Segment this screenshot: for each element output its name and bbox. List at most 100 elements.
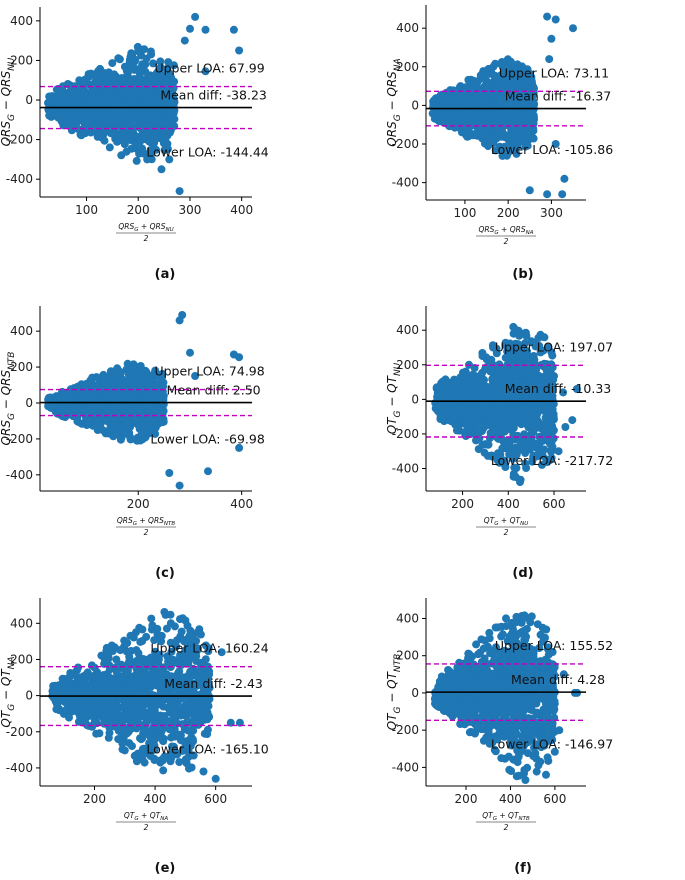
data-point — [509, 135, 518, 144]
panel-label: (b) — [512, 267, 533, 282]
data-point — [169, 61, 178, 70]
data-point — [128, 63, 137, 72]
data-point — [147, 50, 156, 59]
data-point — [487, 115, 496, 124]
data-point — [81, 387, 90, 396]
data-point — [502, 94, 511, 103]
data-point — [116, 423, 125, 432]
mean-diff-label: Mean diff: -10.33 — [505, 381, 612, 396]
outlier-point — [201, 25, 210, 34]
data-point — [133, 42, 142, 51]
data-point — [149, 59, 158, 68]
data-point — [88, 373, 97, 382]
data-point — [518, 135, 526, 144]
y-tick-label: 200 — [396, 60, 419, 74]
mean-diff-label: Mean diff: -38.23 — [160, 88, 267, 103]
x-axis-label-part: + QRS — [499, 225, 526, 234]
y-axis-label-part: G — [393, 411, 403, 418]
data-point — [101, 76, 110, 85]
data-point — [118, 106, 127, 115]
data-point — [112, 73, 121, 82]
x-tick-label: 100 — [453, 206, 476, 220]
x-axis-label-part: QRS — [118, 222, 134, 231]
data-point — [64, 107, 72, 116]
data-point — [134, 400, 143, 409]
data-point — [512, 66, 521, 75]
y-axis-label: QRSG − QRSNU — [0, 57, 17, 146]
data-point — [511, 473, 520, 482]
data-point — [479, 68, 488, 76]
data-point — [169, 100, 177, 108]
y-tick-label: 0 — [25, 93, 33, 107]
data-point — [58, 82, 67, 91]
data-point — [109, 118, 118, 127]
y-axis-label-part: QRS — [385, 121, 399, 147]
y-axis-label-part: − QRS — [0, 71, 13, 114]
outlier-point — [235, 353, 244, 362]
data-point — [542, 360, 551, 369]
data-point — [437, 412, 445, 420]
data-point — [158, 87, 167, 96]
data-point — [491, 146, 500, 155]
data-point — [141, 423, 150, 432]
data-point — [521, 359, 530, 368]
x-axis-label-numerator: QRSG + QRSNU — [118, 222, 173, 233]
data-point — [165, 107, 174, 116]
outlier-point — [201, 67, 210, 76]
data-point — [470, 80, 478, 89]
y-axis-label: QTG − QTNU — [385, 362, 403, 434]
x-axis-label-part: NA — [526, 230, 534, 236]
data-point — [138, 123, 147, 132]
data-point — [549, 426, 558, 435]
data-point — [527, 77, 536, 86]
data-point — [74, 112, 82, 121]
y-tick-label: -400 — [392, 176, 419, 190]
outlier-point — [235, 443, 244, 452]
data-point — [147, 74, 156, 83]
data-point — [133, 108, 142, 117]
panel-label: (c) — [155, 566, 175, 581]
y-tick-label: 0 — [411, 98, 419, 112]
upper-loa-label: Upper LOA: 73.11 — [499, 65, 609, 80]
lower-loa-label: Lower LOA: -144.44 — [146, 145, 268, 160]
data-point — [80, 76, 88, 85]
data-point — [450, 413, 459, 422]
outlier-point — [157, 165, 166, 174]
data-point — [478, 349, 487, 357]
data-point — [480, 127, 489, 136]
outlier-point — [551, 15, 560, 24]
data-point — [456, 97, 465, 106]
outlier-point — [175, 481, 184, 490]
data-point — [455, 114, 464, 123]
scatter-points — [44, 12, 244, 196]
data-point — [67, 126, 76, 135]
data-point — [133, 371, 142, 379]
mean-diff-label: Mean diff: 2.50 — [167, 383, 261, 398]
data-point — [45, 92, 54, 101]
y-axis-label-part: − QRS — [385, 71, 399, 114]
x-axis-label-part: NU — [520, 521, 528, 527]
y-tick-label: -400 — [6, 468, 33, 482]
y-tick-label: -200 — [6, 432, 33, 446]
y-axis-label-part: G — [393, 114, 403, 121]
x-axis-label-part: G — [133, 521, 137, 527]
x-axis-label-denominator: 2 — [144, 234, 149, 243]
panel-label: (a) — [155, 267, 176, 282]
data-point — [461, 432, 470, 440]
outlier-point — [551, 140, 560, 148]
data-point — [519, 412, 528, 421]
data-point — [157, 118, 166, 127]
data-point — [120, 62, 129, 71]
outlier-point — [560, 174, 569, 183]
data-point — [127, 144, 136, 153]
data-point — [114, 374, 122, 383]
scatter-points — [431, 322, 581, 487]
data-point — [139, 366, 147, 375]
data-point — [124, 94, 133, 103]
data-point — [469, 120, 478, 128]
data-point — [496, 377, 505, 386]
data-point — [474, 103, 483, 112]
data-point — [114, 54, 123, 63]
x-axis-label-numerator: QRSG + QRSNTB — [117, 516, 176, 527]
data-point — [131, 416, 140, 425]
